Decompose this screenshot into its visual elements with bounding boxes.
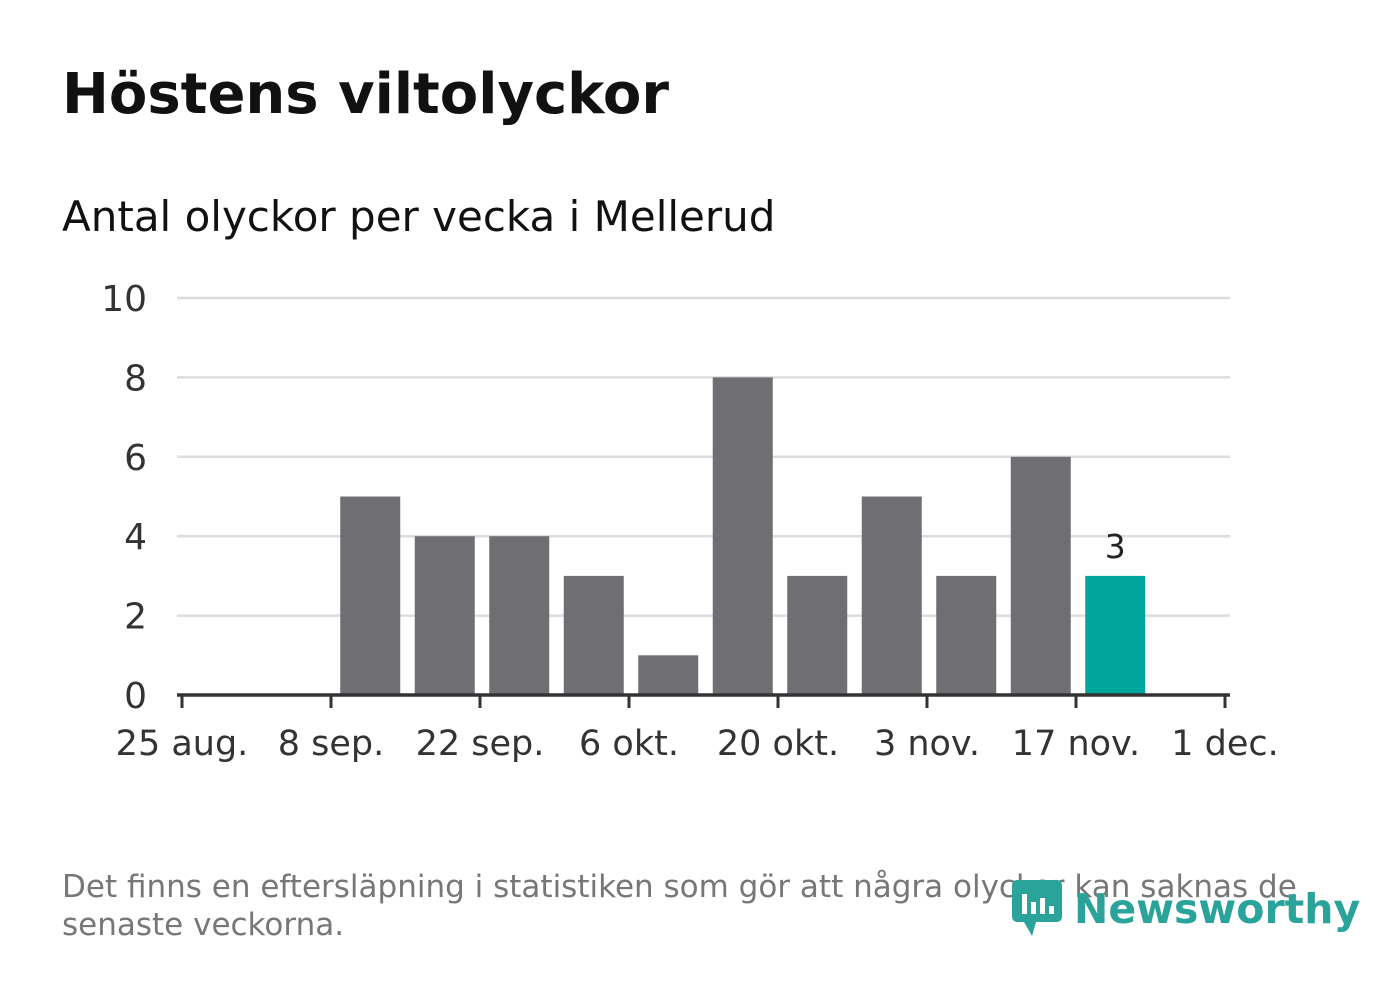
x-tick-label: 17 nov. (1012, 724, 1140, 764)
bar-highlight (1085, 575, 1146, 695)
y-tick-label: 2 (124, 597, 147, 638)
bar (414, 536, 475, 695)
bar (489, 536, 550, 695)
x-tick-label: 22 sep. (416, 724, 545, 764)
newsworthy-logo-text: Newsworthy (1074, 885, 1361, 933)
x-tick-label: 25 aug. (116, 724, 249, 764)
bar (1010, 456, 1071, 695)
x-tick-label: 3 nov. (874, 724, 980, 764)
bar (712, 377, 773, 695)
bar (936, 575, 997, 695)
bar (563, 575, 624, 695)
bar (638, 655, 699, 695)
x-tick-label: 8 sep. (278, 724, 385, 764)
bar (787, 575, 848, 695)
chart-subtitle: Antal olyckor per vecka i Mellerud (62, 192, 776, 241)
x-tick-label: 6 okt. (579, 724, 679, 764)
newsworthy-logo-icon (1012, 880, 1062, 936)
y-tick-label: 0 (124, 676, 147, 717)
bar (861, 496, 922, 695)
x-tick-label: 1 dec. (1171, 724, 1279, 764)
y-tick-label: 10 (101, 279, 147, 320)
y-tick-label: 4 (124, 517, 147, 558)
y-tick-label: 8 (124, 358, 147, 399)
footnote: Det finns en eftersläpning i statistiken… (62, 869, 1297, 943)
bar (340, 496, 401, 695)
newsworthy-logo: Newsworthy (1010, 878, 1360, 940)
y-tick-label: 6 (124, 438, 147, 479)
bar-value-label: 3 (1105, 527, 1126, 566)
x-tick-label: 20 okt. (717, 724, 839, 764)
chart-title: Höstens viltolyckor (62, 62, 669, 127)
